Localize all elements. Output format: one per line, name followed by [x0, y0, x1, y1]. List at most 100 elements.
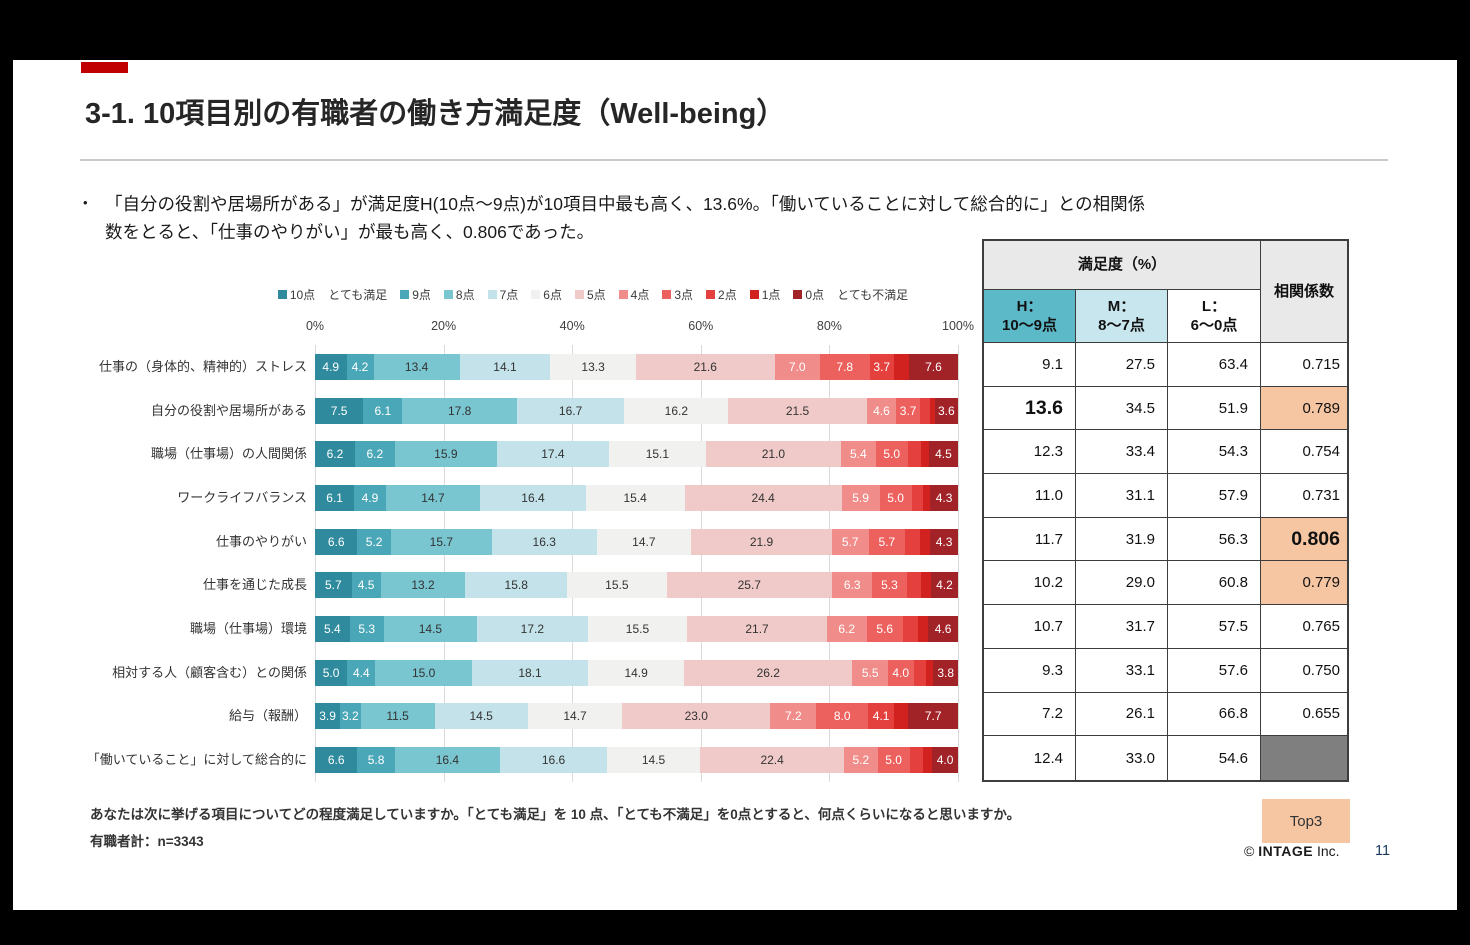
legend-swatch-icon: [706, 290, 716, 299]
bar-segment: 5.5: [852, 659, 888, 686]
table-header-l: L： 6〜0点: [1168, 290, 1261, 343]
bar-segment: [920, 397, 930, 424]
bar-segment: 5.0: [875, 441, 908, 468]
legend-item: とても不満足: [837, 286, 908, 303]
bar-segment: 15.0: [375, 659, 472, 686]
table-cell-corr: [1261, 736, 1347, 780]
bar-value-label: 5.7: [841, 534, 859, 549]
table-cell-h: 10.7: [984, 605, 1076, 649]
bar-row: 6.6 5.8 16.4 16.6 14.5 22.4 5.2 5.0 4.0: [315, 747, 958, 774]
bullet-text: 「自分の役割や居場所がある」が満足度H(10点〜9点)が10項目中最も高く、13…: [105, 190, 1145, 246]
legend-swatch-icon: [662, 290, 672, 299]
bar-value-label: 21.0: [761, 447, 786, 462]
bar-segment: 6.2: [315, 441, 355, 468]
bar-value-label: 7.2: [784, 709, 802, 724]
table-cell-corr: 0.750: [1261, 649, 1347, 693]
table-cell-h: 10.2: [984, 561, 1076, 606]
slide: 3-1. 10項目別の有職者の働き方満足度（Well-being） • 「自分の…: [13, 60, 1457, 910]
bar-segment: 14.7: [385, 484, 481, 511]
page-number: 11: [1375, 843, 1391, 859]
bar-value-label: 7.6: [925, 359, 942, 374]
bar-value-label: 14.5: [641, 753, 666, 768]
bar-segment: 18.1: [471, 659, 589, 686]
bar-row: 6.1 4.9 14.7 16.4 15.4 24.4 5.9 5.0 4.3: [315, 484, 958, 511]
bar-segment: 21.5: [728, 397, 867, 424]
bar-row: 5.4 5.3 14.5 17.2 15.5 21.7 6.2 5.6 4.6: [315, 616, 958, 643]
bar-value-label: 14.7: [632, 534, 656, 549]
bar-segment: 24.4: [684, 484, 842, 511]
bar-segment: [921, 441, 929, 468]
bar-segment: 4.5: [928, 441, 958, 468]
bar-value-label: 22.4: [760, 753, 784, 768]
legend-label: 8点: [455, 288, 475, 302]
bar-value-label: 21.7: [745, 622, 769, 637]
bar-segment: 17.8: [402, 397, 517, 424]
bar-segment: 5.9: [841, 484, 880, 511]
title-divider: [80, 159, 1388, 161]
table-header-h-line2: 10〜9点: [1001, 317, 1058, 334]
legend-label: 1点: [761, 288, 781, 302]
legend-label: 4点: [630, 288, 650, 302]
table-cell-corr: 0.655: [1261, 693, 1347, 737]
legend-swatch-icon: [531, 290, 541, 299]
bar-segment: 5.4: [840, 441, 876, 468]
bar-segment: 17.4: [496, 441, 609, 468]
accent-bar: [81, 62, 128, 73]
gridline: [700, 345, 702, 782]
bar-segment: 4.6: [928, 616, 958, 643]
category-label: 職場（仕事場）の人間関係: [150, 446, 307, 462]
x-axis-tick: 40%: [559, 319, 585, 333]
bar-value-label: 5.3: [358, 622, 376, 637]
bar-value-label: 3.9: [319, 709, 336, 724]
table-cell-l: 63.4: [1168, 343, 1261, 387]
legend-swatch-icon: [443, 290, 453, 299]
bar-segment: 16.7: [516, 397, 625, 424]
category-label: 仕事を通じた成長: [202, 577, 307, 593]
bar-segment: 6.6: [315, 528, 358, 555]
bar-value-label: 4.6: [934, 622, 952, 637]
bar-segment: 6.2: [826, 616, 867, 643]
bar-value-label: 6.3: [843, 578, 861, 593]
bar-value-label: 16.3: [532, 534, 556, 549]
bar-segment: [893, 353, 910, 380]
bar-segment: 4.3: [930, 528, 958, 555]
bar-segment: 21.0: [705, 441, 841, 468]
bar-value-label: 5.8: [367, 753, 385, 768]
bar-value-label: 4.4: [352, 665, 370, 680]
bar-segment: 13.4: [373, 353, 460, 380]
bar-value-label: 4.2: [936, 578, 953, 593]
bar-value-label: 23.0: [684, 709, 708, 724]
bar-value-label: 4.9: [361, 490, 379, 505]
bar-segment: 5.7: [868, 528, 906, 555]
bar-segment: 6.1: [363, 397, 403, 424]
table-cell-h: 9.1: [984, 343, 1076, 387]
bar-value-label: 5.5: [861, 665, 879, 680]
bar-segment: [923, 747, 933, 774]
bar-value-label: 3.7: [899, 403, 917, 418]
bar-value-label: 5.6: [876, 622, 893, 637]
table-cell-m: 27.5: [1076, 343, 1168, 387]
bar-segment: 4.0: [932, 747, 958, 774]
gridline: [572, 345, 574, 782]
table-cell-h: 11.0: [984, 474, 1076, 518]
legend-swatch-icon: [618, 290, 628, 299]
satisfaction-table: 満足度（%） 相関係数 H： 10〜9点 M： 8〜7点 L： 6〜0点 9.1…: [982, 239, 1349, 782]
table-cell-h: 9.3: [984, 648, 1076, 693]
category-label: 「働いていること」に対して総合的に: [86, 752, 307, 768]
bar-segment: 14.5: [383, 616, 478, 643]
table-header-m: M： 8〜7点: [1076, 290, 1168, 343]
legend-swatch-icon: [793, 290, 803, 299]
x-axis-tick: 20%: [431, 319, 457, 333]
bar-segment: 3.9: [315, 703, 341, 730]
bar-segment: 3.7: [896, 397, 920, 424]
table-header-h-line1: H：: [1016, 297, 1043, 315]
bar-value-label: 14.5: [418, 622, 443, 637]
copyright-mark: ©: [1244, 843, 1255, 859]
bar-segment: 17.2: [477, 616, 588, 643]
bar-segment: 5.2: [357, 528, 391, 555]
table-cell-corr: 0.789: [1261, 386, 1347, 431]
table-cell-h: 11.7: [984, 517, 1076, 562]
bar-row: 4.9 4.2 13.4 14.1 13.3 21.6 7.0 7.8 3.7 7.6: [315, 353, 958, 380]
bullet-marker: •: [83, 195, 88, 210]
